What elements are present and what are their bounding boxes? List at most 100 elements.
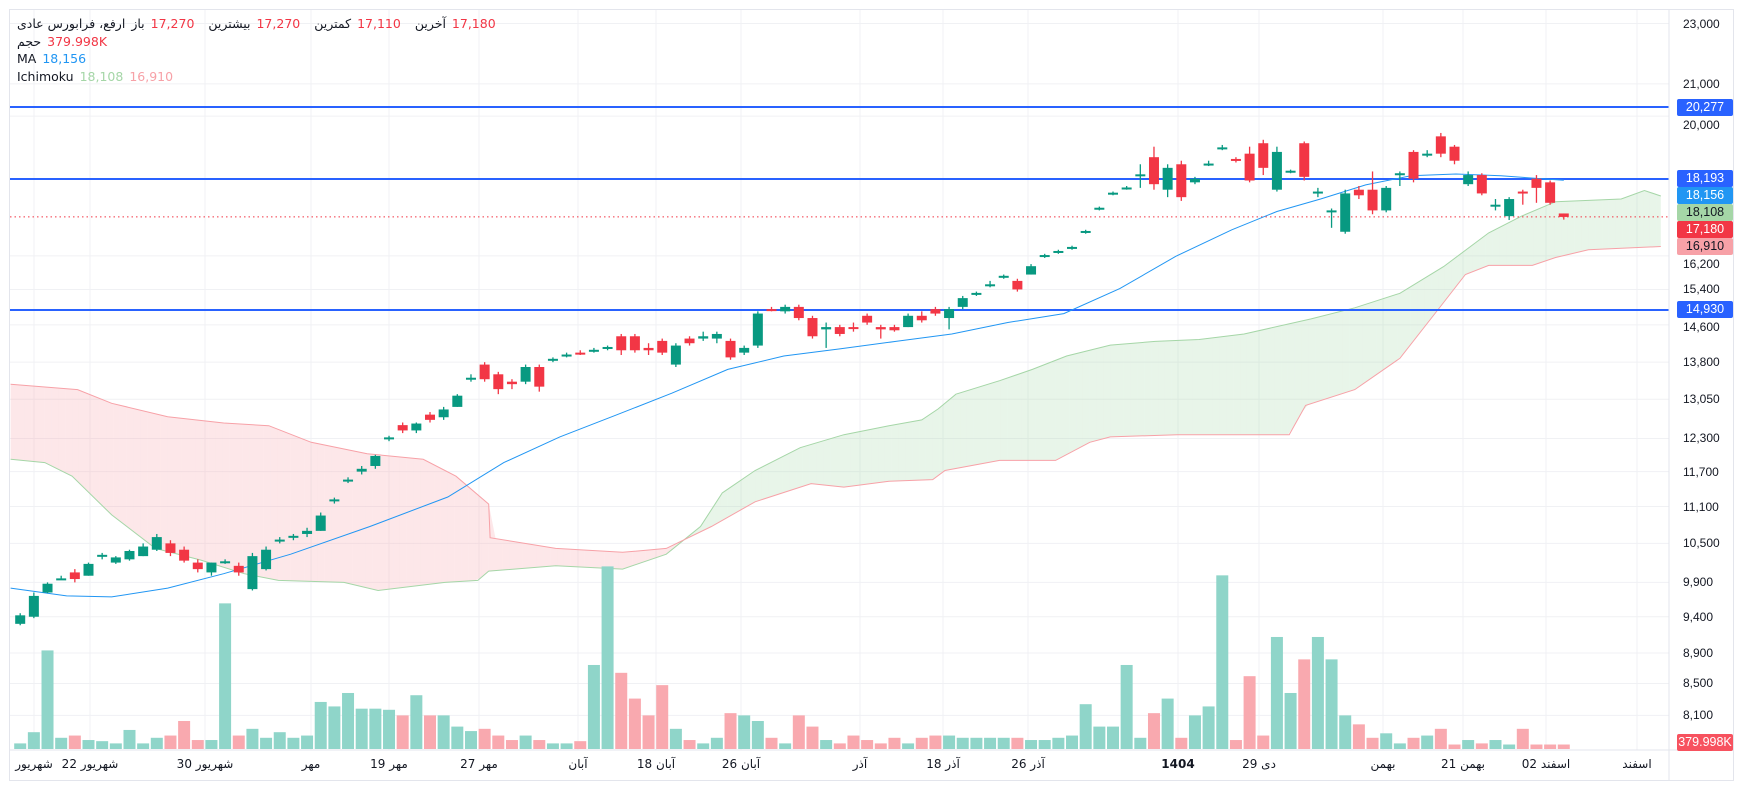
price-badge: 16,910 [1677,238,1733,256]
time-label: 18 آذر [926,757,960,771]
cloud-segment [1233,334,1241,435]
chart-frame [9,9,1734,781]
price-tick-label: 12,300 [1683,431,1720,446]
candle-body [1176,164,1187,198]
volume-bar [792,715,805,749]
high-value: 17,270 [256,16,301,31]
cloud-segment [468,486,476,581]
cloud-segment [92,395,100,503]
candle [971,291,982,296]
cloud-segment [1629,193,1637,248]
cloud-segment [1048,360,1056,461]
candle-body [957,298,968,307]
candle [1326,208,1337,228]
price-tick-label: 16,200 [1683,257,1720,272]
candle [793,304,804,321]
cloud-segment [358,452,366,588]
candle [1053,249,1064,254]
candle [588,347,599,353]
candle-body [534,366,545,387]
candle [343,477,354,484]
candle-body [780,306,791,312]
volume-bar [424,715,436,749]
candle [807,315,818,339]
volume-bar [1530,744,1543,749]
time-label: بهمن [1370,757,1396,771]
cloud-segment [1492,227,1500,266]
cloud-segment [10,384,18,460]
candle [711,331,722,344]
cloud-segment [1636,190,1644,248]
cloud-segment [1274,325,1282,435]
candle [1203,160,1214,167]
candle-body [1476,175,1487,194]
candle-body [821,327,832,330]
candle [397,422,408,434]
volume-bar [355,708,368,749]
candle-body [1299,143,1310,177]
cloud-segment [755,466,762,502]
candle-body [124,550,135,560]
candle [1258,139,1269,176]
candle-body [1285,170,1296,173]
volume-bar [14,743,27,749]
time-label: 22 شهریور [61,757,119,771]
candle [206,562,217,576]
candle-body [302,530,313,534]
cloud-segment [283,431,291,581]
cloud-segment [31,385,38,462]
time-label: 29 دی [1242,757,1276,771]
cloud-segment [1431,269,1439,318]
cloud-segment [987,382,995,463]
legend-volume[interactable]: حجم 379.998K [17,33,496,51]
cloud-segment [1110,344,1118,437]
candle-body [643,347,654,351]
cloud-segment [106,401,114,516]
cloud-segment [338,447,346,583]
cloud-segment [188,419,196,559]
cloud-segment [72,389,79,483]
candle-body [110,557,121,563]
cloud-segment [1321,314,1329,401]
cloud-segment [1499,223,1507,266]
candle-body [411,423,422,431]
candle [930,306,941,316]
volume-bar [41,650,54,749]
candle [821,322,832,348]
cloud-segment [966,388,974,467]
volume-bar [902,743,915,749]
legend-ma[interactable]: MA 18,156 [17,50,496,68]
volume-bar [697,743,710,749]
time-label: 18 آبان [636,757,676,771]
cloud-segment [372,454,380,591]
horizontal-lines[interactable] [10,106,1669,311]
cloud-segment [1062,355,1070,457]
cloud-segment [1226,335,1234,435]
candle-body [179,549,190,561]
candle-body [261,549,272,570]
cloud-segment [1041,362,1049,461]
candle [288,533,299,541]
volume-bar [260,737,273,749]
cloud-segment [611,551,619,569]
candle [124,549,135,561]
cloud-segment [126,406,134,532]
cloud-segment [645,549,653,562]
cloud-segment [1369,300,1377,380]
candle-body [247,556,258,590]
candle [411,422,422,434]
cloud-segment [1212,336,1220,435]
legend-ichimoku[interactable]: Ichimoku 18,108 16,910 [17,68,496,86]
cloud-segment [229,423,237,572]
volume-bar [1066,735,1079,749]
cloud-segment [1588,200,1596,250]
candle [452,394,463,407]
time-label: 27 مهر [460,757,498,771]
price-tick-label: 13,050 [1683,392,1720,407]
cloud-segment [113,403,120,522]
time-label: آذر [852,757,868,771]
candle-body [493,374,504,390]
candle-body [1244,153,1255,181]
candle-body [1135,174,1146,177]
